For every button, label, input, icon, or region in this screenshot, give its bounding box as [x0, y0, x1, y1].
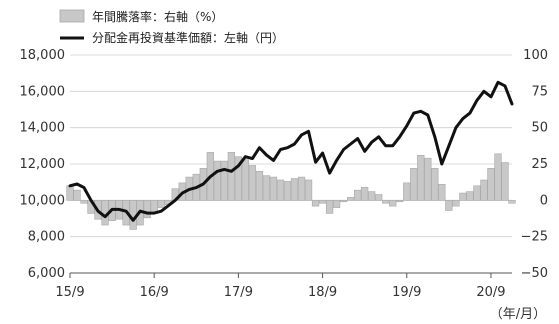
- return-bar: [361, 186, 369, 201]
- legend: 年間騰落率：右軸（%） 分配金再投資基準価額：左軸（円）: [59, 9, 284, 45]
- x-tick-label: 16/9: [140, 285, 169, 300]
- return-bar: [234, 156, 243, 201]
- right-tick-label: 100: [523, 48, 548, 63]
- return-bar: [445, 200, 453, 211]
- return-bar: [389, 200, 397, 207]
- return-bar: [332, 200, 341, 208]
- return-bar: [410, 168, 418, 201]
- return-bar: [66, 185, 74, 201]
- x-tick-label: 19/9: [392, 285, 421, 300]
- return-bar: [143, 200, 151, 219]
- left-tick-label: 8,000: [28, 230, 65, 245]
- right-tick-label: −50: [521, 266, 548, 281]
- return-bar: [459, 192, 467, 201]
- return-bar: [304, 179, 313, 201]
- return-bar: [396, 200, 404, 203]
- return-bar: [80, 200, 88, 204]
- gridlines: [70, 54, 512, 274]
- return-bar: [213, 160, 221, 201]
- return-bar: [255, 170, 264, 201]
- left-tick-label: 6,000: [28, 266, 65, 281]
- return-bar: [466, 191, 474, 201]
- return-bar: [501, 162, 509, 201]
- return-bar: [220, 160, 228, 201]
- x-unit-label: （年/月）: [490, 307, 546, 322]
- return-bar: [424, 157, 432, 201]
- line-series: [68, 80, 514, 222]
- legend-bar-label: 年間騰落率：右軸（%）: [92, 9, 223, 24]
- return-bar: [262, 175, 271, 201]
- right-tick-label: 0: [540, 193, 548, 208]
- return-bar: [417, 154, 425, 201]
- return-bar: [452, 200, 460, 207]
- return-bar: [283, 181, 292, 201]
- x-axis-ticks: 15/9 16/9 17/9 18/9 19/9 20/9: [55, 273, 506, 300]
- return-bar: [339, 200, 348, 203]
- left-tick-label: 18,000: [20, 48, 66, 63]
- return-bar: [438, 184, 446, 201]
- return-bar: [473, 185, 481, 201]
- return-bar: [487, 168, 495, 201]
- right-axis-ticks: 100 75 50 25 0 −25 −50: [521, 48, 548, 281]
- return-bar: [382, 200, 390, 204]
- left-tick-label: 14,000: [20, 121, 66, 136]
- return-bar: [290, 178, 299, 201]
- return-bar: [347, 197, 355, 201]
- return-bar: [368, 191, 376, 201]
- right-tick-label: 25: [531, 157, 548, 172]
- return-bar: [375, 194, 383, 201]
- return-bar: [311, 200, 320, 207]
- x-tick-label: 20/9: [476, 285, 505, 300]
- legend-bar-swatch: [59, 9, 85, 23]
- legend-line-label: 分配金再投資基準価額：左軸（円）: [92, 30, 284, 45]
- return-bar: [431, 168, 439, 201]
- left-tick-label: 16,000: [20, 84, 66, 99]
- right-tick-label: 75: [531, 84, 548, 99]
- left-axis-ticks: 18,000 16,000 14,000 12,000 10,000 8,000 6,000: [20, 48, 66, 281]
- right-tick-label: 50: [531, 121, 548, 136]
- return-bar: [241, 159, 250, 201]
- nav-line: [68, 80, 514, 222]
- return-bar: [248, 165, 257, 201]
- return-bar: [354, 189, 362, 201]
- return-bar: [480, 179, 488, 201]
- return-bar: [508, 200, 516, 204]
- return-bar: [318, 200, 327, 204]
- x-tick-label: 18/9: [308, 285, 337, 300]
- return-bar: [73, 189, 81, 201]
- right-tick-label: −25: [521, 230, 548, 245]
- x-tick-label: 17/9: [224, 285, 253, 300]
- left-tick-label: 12,000: [20, 157, 66, 172]
- return-bar: [276, 179, 285, 201]
- x-tick-label: 15/9: [55, 285, 84, 300]
- return-bar: [297, 176, 306, 201]
- return-bar: [269, 176, 278, 201]
- left-tick-label: 10,000: [20, 193, 66, 208]
- return-bar: [157, 200, 165, 208]
- return-bar: [494, 153, 502, 201]
- return-bar: [325, 200, 334, 214]
- return-bar: [227, 152, 235, 201]
- return-bar: [403, 182, 411, 201]
